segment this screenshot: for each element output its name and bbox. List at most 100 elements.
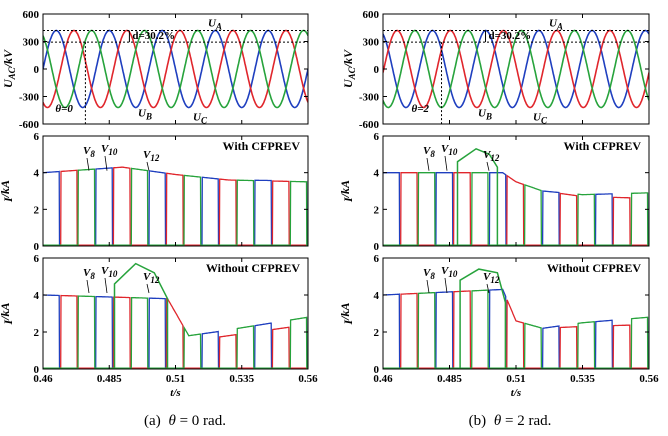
y-axis-label-main: U — [1, 78, 15, 88]
y-axis-label-main: I — [1, 319, 15, 326]
uc-label-sub: C — [201, 115, 208, 125]
panel-frame — [42, 135, 309, 247]
y-tick-label: 2 — [34, 204, 40, 216]
ub-label-main: U — [138, 108, 147, 120]
voltage-series-U_B — [383, 29, 649, 109]
caption-b-prefix: (b) — [469, 413, 487, 429]
green-surge — [113, 262, 169, 369]
y-tick-label: 4 — [374, 168, 380, 180]
valve-label-arrow — [104, 277, 108, 294]
valve-label-10: V10 — [101, 265, 118, 279]
ua-label-sub: A — [215, 21, 222, 31]
valve-label-arrow — [104, 155, 108, 171]
y-tick-label: 0 — [374, 364, 380, 376]
panel-frame — [42, 257, 309, 370]
valve-label-12-main: V — [483, 271, 492, 283]
uc-label: UC — [533, 111, 548, 125]
valve-label-10-sub: 10 — [448, 269, 458, 279]
valve-label-12-sub: 12 — [150, 153, 160, 163]
ub-label: UB — [138, 108, 152, 122]
valve-label-arrow — [426, 157, 430, 171]
y-tick-label: 6 — [374, 253, 380, 265]
y-tick-label: -600 — [19, 119, 40, 131]
y-axis-label-unit: /kA — [0, 302, 12, 320]
uc-label-sub: C — [541, 115, 548, 125]
y-axis-label-main: I — [341, 196, 355, 203]
caption-a: (a) θ = 0 rad. — [144, 413, 226, 429]
y-tick-label: -600 — [359, 119, 380, 131]
x-tick-label: 0.46 — [373, 373, 393, 385]
y-tick-label: 6 — [34, 131, 40, 143]
y-tick-label: 0 — [374, 64, 380, 76]
dip-label: d=30.2% — [132, 30, 175, 42]
valve-label-arrow — [486, 283, 490, 294]
y-tick-label: 300 — [363, 37, 380, 49]
y-tick-label: -300 — [359, 92, 380, 104]
current-series-red — [383, 290, 649, 369]
plot-area — [43, 262, 308, 369]
ub-label-sub: B — [145, 112, 152, 122]
y-tick-label: 4 — [374, 290, 380, 302]
valve-label-arrow — [444, 155, 448, 171]
ub-label-main: U — [478, 108, 487, 120]
x-tick-label: 0.51 — [166, 373, 185, 385]
valve-label-12: V12 — [483, 149, 500, 163]
valve-label-10-main: V — [101, 143, 110, 155]
y-axis-label-main: I — [1, 196, 15, 203]
ua-label-sub: A — [556, 21, 563, 31]
valve-label-10: V10 — [101, 143, 118, 157]
valve-label-arrow — [146, 283, 150, 294]
y-tick-label: 0 — [34, 241, 40, 253]
y-axis-label-sub: AC — [347, 66, 357, 80]
y-axis-label-main: U — [341, 78, 355, 88]
theta-label: θ=2 — [412, 103, 430, 115]
valve-label-12-sub: 12 — [150, 275, 160, 285]
y-tick-label: 4 — [34, 290, 40, 302]
x-tick-label: 0.535 — [570, 373, 595, 385]
valve-label-8-sub: 8 — [430, 271, 435, 281]
ua-label: UA — [208, 17, 222, 31]
y-tick-label: 2 — [374, 204, 380, 216]
y-tick-label: 600 — [23, 9, 40, 21]
x-axis-label: t/s — [511, 387, 521, 399]
valve-label-10-sub: 10 — [108, 269, 118, 279]
voltage-series-U_C — [383, 29, 649, 109]
y-axis-label-unit: /kA — [338, 302, 352, 320]
valve-label-8-sub: 8 — [90, 149, 95, 159]
current-series-green — [383, 289, 649, 369]
caption-a-prefix: (a) — [144, 413, 161, 429]
y-tick-label: 0 — [34, 364, 40, 376]
valve-label-12-sub: 12 — [490, 153, 500, 163]
panel-title: With CFPREV — [223, 139, 301, 153]
y-tick-label: 0 — [374, 241, 380, 253]
y-axis-label: UAC/kV — [1, 49, 17, 88]
caption-a-rest: = 0 rad. — [176, 413, 226, 429]
current-series-green — [43, 295, 308, 369]
y-tick-label: 6 — [34, 253, 40, 265]
voltage-series-U_A — [43, 29, 308, 109]
caption-a-symbol: θ — [168, 413, 176, 429]
y-tick-label: 2 — [374, 327, 380, 339]
ua-label: UA — [549, 17, 563, 31]
current-series-green — [383, 172, 649, 246]
plot-area — [43, 29, 308, 124]
valve-label-12-main: V — [483, 149, 492, 161]
y-axis-label-unit: /kV — [341, 49, 355, 68]
ub-label: UB — [478, 108, 492, 122]
x-tick-label: 0.485 — [97, 373, 122, 385]
y-axis-label-unit: /kA — [0, 180, 12, 198]
valve-label-arrow — [426, 279, 430, 294]
voltage-series-U_C — [43, 29, 308, 109]
voltage-series-U_B — [43, 29, 308, 109]
valve-label-8-main: V — [423, 145, 432, 157]
panel-title: Without CFPREV — [547, 261, 641, 275]
uc-label-main: U — [193, 111, 202, 123]
y-axis-label-sub: AC — [7, 66, 17, 80]
y-axis-label: UAC/kV — [341, 49, 357, 88]
x-axis-label: t/s — [170, 387, 180, 399]
x-tick-label: 0.485 — [437, 373, 462, 385]
